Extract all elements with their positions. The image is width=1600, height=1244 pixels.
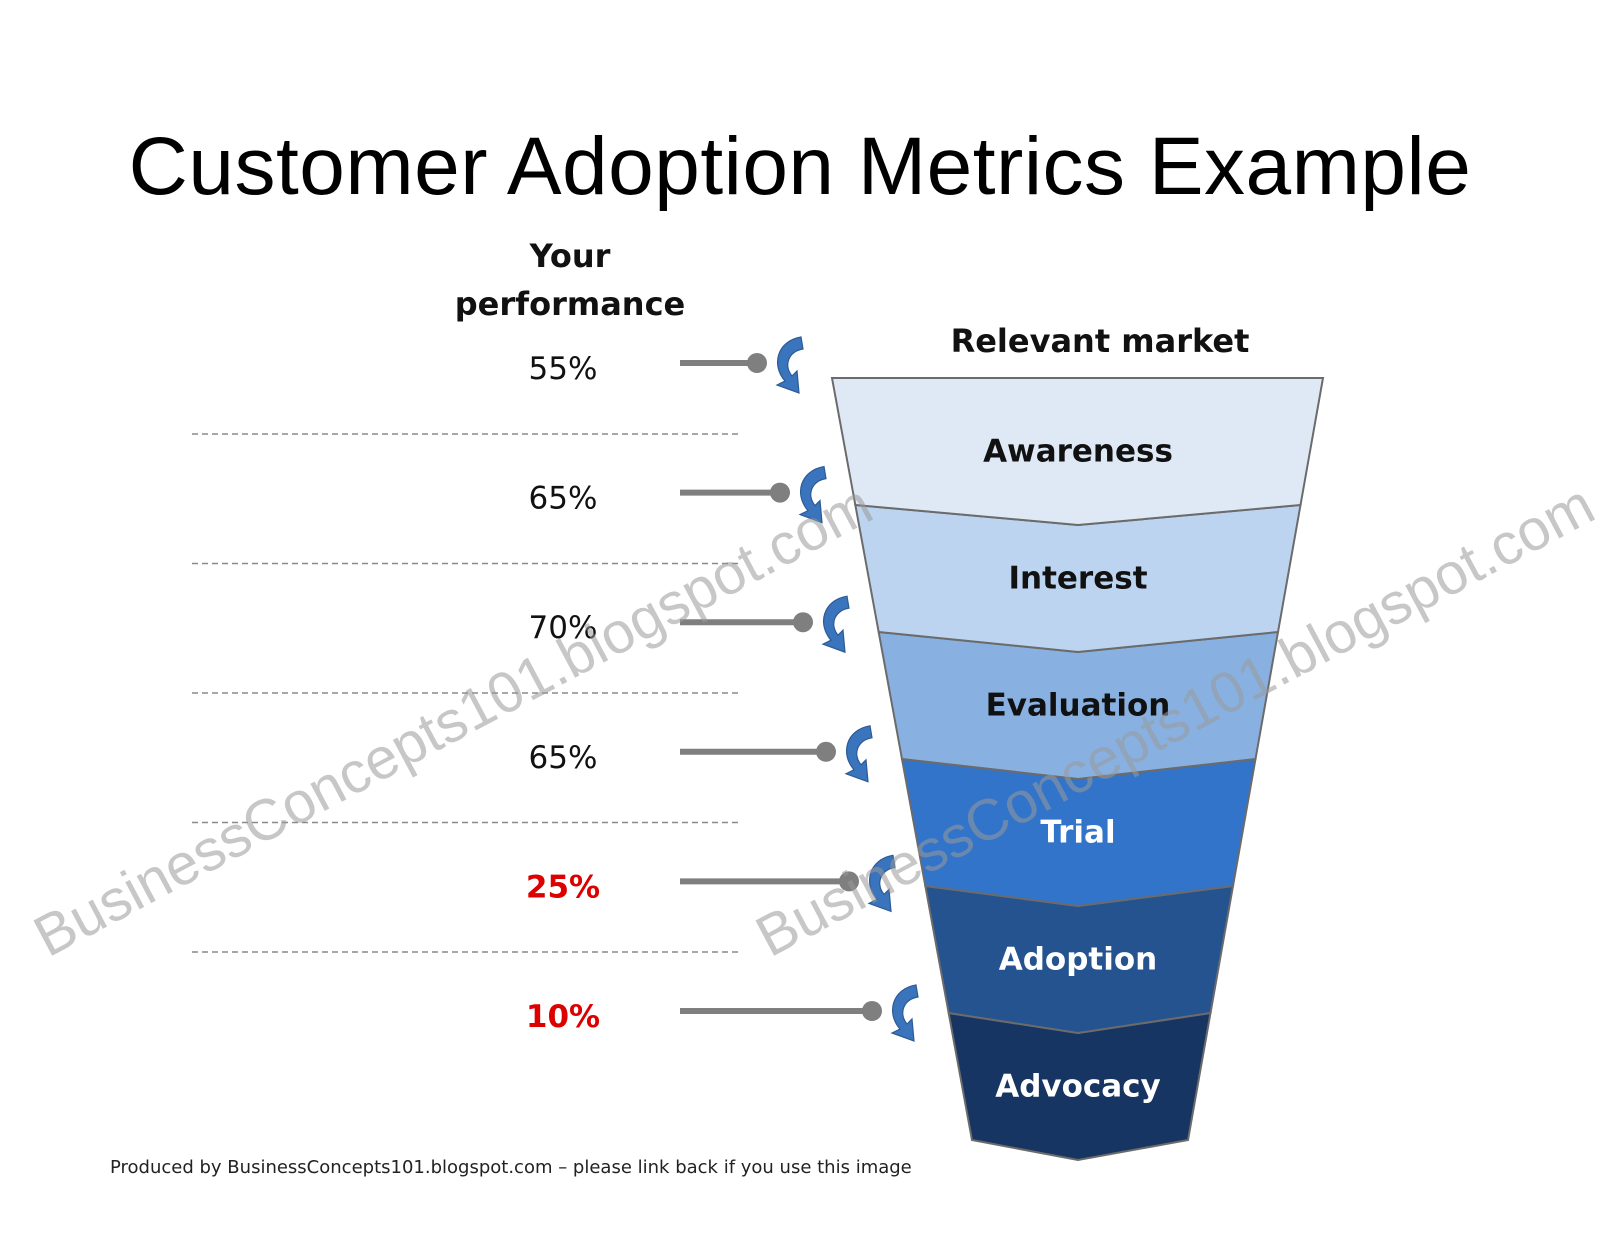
stage-label: Evaluation bbox=[986, 688, 1171, 724]
footer-note: Produced by BusinessConcepts101.blogspot… bbox=[110, 1157, 912, 1178]
performance-heading: Your performance bbox=[454, 237, 686, 323]
funnel: Awareness Interest Evaluation Trial Adoption… bbox=[830, 377, 1325, 1162]
stage-label: Adoption bbox=[999, 942, 1157, 978]
market-heading: Relevant market bbox=[950, 322, 1250, 360]
curved-arrow-icon bbox=[798, 465, 827, 524]
watermark-text: BusinessConcepts101.blogspot.com bbox=[24, 472, 883, 970]
curved-arrow-icon bbox=[890, 984, 919, 1042]
row-dividers bbox=[192, 433, 740, 953]
stage-label: Advocacy bbox=[995, 1069, 1161, 1105]
performance-value: 10% bbox=[526, 999, 600, 1035]
connector-dot bbox=[747, 353, 767, 373]
funnel-segment-awareness bbox=[830, 377, 1325, 527]
curved-arrow-icon bbox=[821, 595, 850, 654]
performance-value: 65% bbox=[529, 740, 598, 776]
connectors bbox=[680, 336, 919, 1042]
curved-arrow-icon bbox=[844, 725, 873, 783]
curved-arrow-icon bbox=[867, 854, 896, 913]
performance-value: 55% bbox=[529, 351, 598, 387]
connector-dot bbox=[839, 871, 859, 892]
slide-title: Customer Adoption Metrics Example bbox=[128, 121, 1472, 212]
stage-label: Interest bbox=[1008, 561, 1147, 597]
performance-value: 65% bbox=[529, 481, 598, 517]
connector-dot bbox=[770, 482, 790, 503]
connector-dot bbox=[862, 1001, 882, 1021]
performance-value: 70% bbox=[529, 610, 598, 646]
performance-value: 25% bbox=[526, 869, 600, 905]
connector-dot bbox=[793, 612, 813, 633]
stage-label: Awareness bbox=[983, 434, 1173, 470]
watermarks: BusinessConcepts101.blogspot.comBusiness… bbox=[24, 472, 1600, 970]
curved-arrow-icon bbox=[775, 336, 804, 394]
performance-values: 55% 65% 70% 65% 25% 10% bbox=[526, 351, 600, 1035]
stage-label: Trial bbox=[1040, 815, 1115, 851]
connector-dot bbox=[816, 741, 836, 762]
